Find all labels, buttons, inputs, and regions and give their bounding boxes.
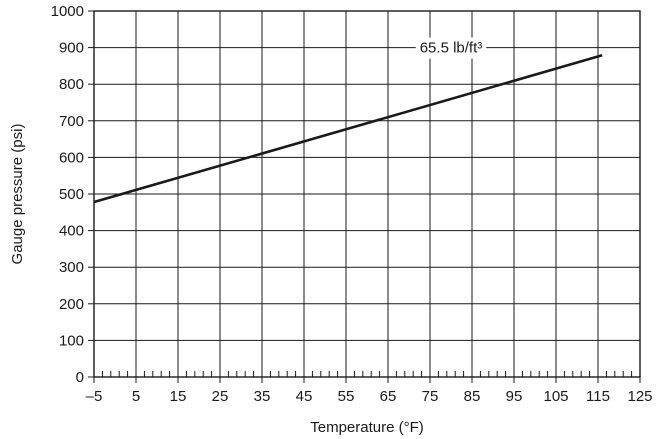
- y-tick-labels: 0 100 200 300 400 500 600 700 800 900 1000: [51, 3, 84, 386]
- x-tick-label-2: 15: [170, 388, 187, 405]
- minor-ticks: [101, 371, 633, 377]
- x-tick-label-12: 115: [586, 388, 610, 405]
- series-line-0: [93, 54, 603, 204]
- x-tick-label-1: 5: [132, 388, 140, 405]
- x-tick-label-10: 95: [506, 388, 523, 405]
- y-tick-label-8: 800: [59, 76, 84, 93]
- y-tick-label-5: 500: [59, 186, 84, 203]
- x-tick-label-3: 25: [212, 388, 229, 405]
- x-tick-label-13: 125: [627, 388, 652, 405]
- y-tick-label-1: 100: [59, 332, 84, 349]
- x-tick-label-5: 45: [296, 388, 313, 405]
- x-tick-label-6: 55: [338, 388, 355, 405]
- x-tick-label-0: –5: [86, 388, 103, 405]
- series-label-background: [415, 37, 487, 59]
- y-tick-label-4: 400: [59, 223, 84, 240]
- y-tick-label-7: 700: [59, 113, 84, 130]
- x-axis-title: Temperature (°F): [310, 419, 424, 436]
- x-tick-labels: –5 5 15 25 35 45 55 65 75 85 95 105 115 125: [86, 388, 653, 405]
- y-tick-label-2: 200: [59, 296, 84, 313]
- y-tick-label-9: 900: [59, 40, 84, 57]
- series-lines: [93, 54, 603, 204]
- y-tick-label-0: 0: [76, 369, 84, 386]
- y-tick-label-6: 600: [59, 149, 84, 166]
- x-tick-label-7: 65: [380, 388, 397, 405]
- y-tick-label-3: 300: [59, 259, 84, 276]
- plot-frame: [93, 10, 641, 378]
- y-axis-title: Gauge pressure (psi): [9, 124, 26, 265]
- y-tick-label-10: 1000: [51, 3, 84, 20]
- x-tick-label-4: 35: [254, 388, 271, 405]
- x-tick-label-8: 75: [422, 388, 439, 405]
- x-tick-label-9: 85: [464, 388, 481, 405]
- series-label: 65.5 lb/ft³: [420, 40, 483, 57]
- x-tick-label-11: 105: [543, 388, 568, 405]
- grid: [88, 10, 641, 383]
